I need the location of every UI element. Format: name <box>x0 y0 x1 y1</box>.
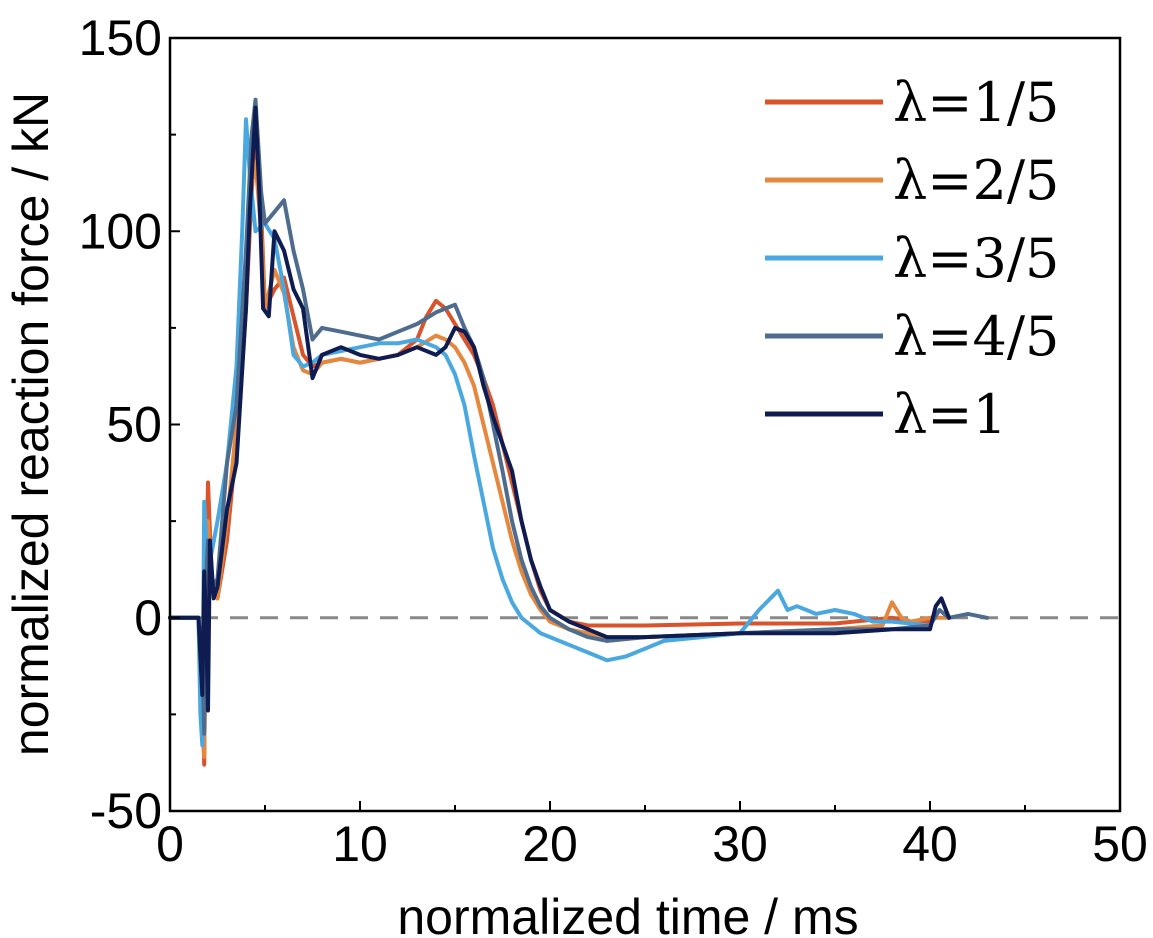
y-tick-label: 50 <box>106 397 162 453</box>
legend: λ=1/5 λ=2/5 λ=3/5 λ=4/5 λ=1 <box>765 71 1059 446</box>
x-axis-label: normalized time / ms <box>397 889 858 938</box>
y-tick-label: 100 <box>79 203 162 259</box>
x-tick-label: 40 <box>902 816 958 872</box>
x-tick-label: 50 <box>1092 816 1148 872</box>
series-line-3 <box>168 117 932 748</box>
x-tick-label: 20 <box>522 816 578 872</box>
legend-label-3: λ=3/5 <box>893 227 1059 290</box>
x-tick-label: 30 <box>712 816 768 872</box>
legend-label-4: λ=4/5 <box>893 305 1059 368</box>
x-tick-label: 0 <box>156 816 184 872</box>
y-tick-label: 0 <box>134 590 162 646</box>
legend-label-2: λ=2/5 <box>893 149 1059 212</box>
y-tick-label: 150 <box>79 10 162 66</box>
legend-label-1: λ=1/5 <box>893 71 1059 134</box>
series-line-5 <box>168 105 951 713</box>
axis-ticks <box>169 37 1121 812</box>
y-tick-label: -50 <box>90 783 162 839</box>
series-layer <box>168 97 989 767</box>
x-tick-label: 10 <box>332 816 388 872</box>
y-axis-label: normalized reaction force / kN <box>3 92 59 756</box>
plot-background <box>170 38 1120 811</box>
legend-label-5: λ=1 <box>893 383 1007 446</box>
